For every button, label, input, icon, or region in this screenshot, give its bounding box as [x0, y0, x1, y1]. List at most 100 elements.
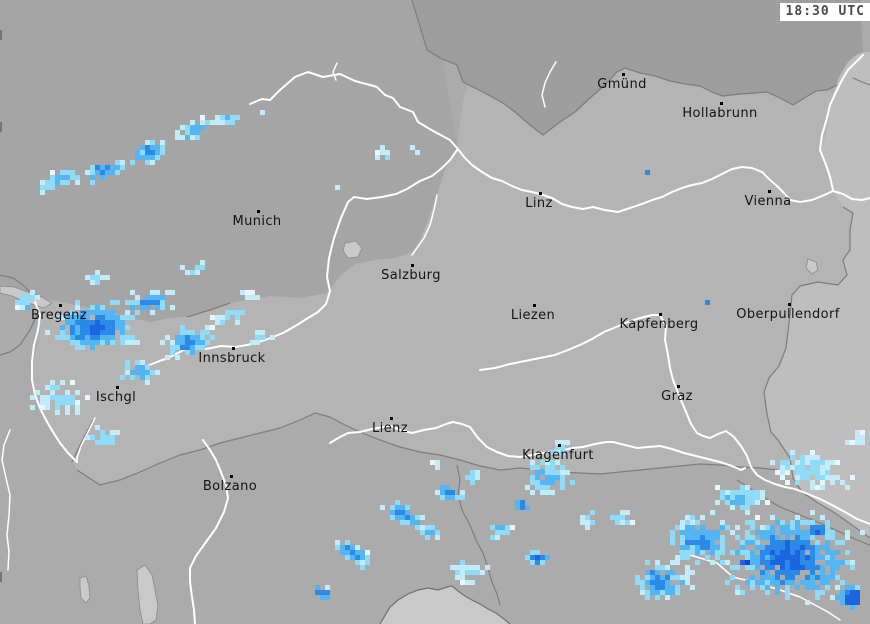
- radar-cell: [460, 490, 465, 495]
- radar-cell: [120, 375, 125, 380]
- radar-cell: [415, 150, 420, 155]
- radar-cell: [825, 550, 830, 555]
- radar-cell: [795, 460, 800, 465]
- radar-cell: [785, 460, 790, 465]
- radar-cell: [130, 340, 135, 345]
- radar-cell: [205, 340, 210, 345]
- radar-cell: [150, 370, 155, 375]
- radar-cell: [685, 545, 690, 550]
- radar-cell: [830, 555, 835, 560]
- radar-cell: [825, 460, 830, 465]
- radar-cell: [565, 440, 570, 445]
- radar-cell: [770, 560, 775, 565]
- radar-cell: [75, 405, 80, 410]
- radar-cell: [530, 475, 535, 480]
- radar-cell: [260, 330, 265, 335]
- radar-cell: [730, 490, 735, 495]
- radar-cell: [810, 520, 815, 525]
- radar-cell: [140, 155, 145, 160]
- radar-cell: [105, 310, 110, 315]
- radar-cell: [140, 370, 145, 375]
- radar-cell: [115, 325, 120, 330]
- radar-cell: [775, 555, 780, 560]
- radar-cell: [695, 530, 700, 535]
- radar-cell: [190, 270, 195, 275]
- radar-cell: [475, 475, 480, 480]
- lake-small: [79, 575, 91, 604]
- radar-cell: [335, 540, 340, 545]
- radar-cell: [855, 600, 860, 605]
- radar-cell: [535, 550, 540, 555]
- radar-cell: [160, 145, 165, 150]
- radar-cell: [475, 570, 480, 575]
- radar-cell: [455, 570, 460, 575]
- radar-cell: [195, 270, 200, 275]
- radar-cell: [95, 305, 100, 310]
- radar-cell: [250, 295, 255, 300]
- river-adige: [189, 439, 229, 624]
- radar-cell: [820, 460, 825, 465]
- river-salzach: [411, 194, 438, 256]
- radar-cell: [445, 490, 450, 495]
- radar-cell: [200, 330, 205, 335]
- radar-cell: [345, 540, 350, 545]
- adriatic-sea: [380, 586, 510, 624]
- radar-cell: [85, 340, 90, 345]
- radar-cell: [810, 555, 815, 560]
- radar-cell: [830, 560, 835, 565]
- radar-cell: [390, 515, 395, 520]
- radar-cell: [780, 475, 785, 480]
- radar-cell: [425, 535, 430, 540]
- radar-cell: [675, 555, 680, 560]
- radar-cell: [655, 585, 660, 590]
- radar-cell: [835, 595, 840, 600]
- radar-cell: [760, 495, 765, 500]
- radar-cell: [680, 555, 685, 560]
- radar-cell: [730, 500, 735, 505]
- radar-cell: [455, 575, 460, 580]
- radar-cell: [185, 135, 190, 140]
- radar-cell: [215, 320, 220, 325]
- radar-cell: [775, 585, 780, 590]
- radar-cell: [415, 525, 420, 530]
- radar-cell: [735, 500, 740, 505]
- radar-cell: [150, 140, 155, 145]
- radar-cell: [335, 545, 340, 550]
- radar-cell: [475, 470, 480, 475]
- radar-cell: [495, 525, 500, 530]
- radar-cell: [735, 535, 740, 540]
- radar-cell: [745, 550, 750, 555]
- radar-cell: [70, 380, 75, 385]
- radar-cell: [20, 295, 25, 300]
- radar-cell: [25, 300, 30, 305]
- radar-cell: [205, 330, 210, 335]
- radar-cell: [150, 290, 155, 295]
- radar-cell: [745, 510, 750, 515]
- radar-cell: [175, 335, 180, 340]
- radar-cell: [215, 315, 220, 320]
- radar-cell: [810, 585, 815, 590]
- radar-cell: [180, 265, 185, 270]
- radar-cell: [40, 405, 45, 410]
- radar-cell: [805, 545, 810, 550]
- radar-cell: [740, 540, 745, 545]
- radar-cell: [850, 585, 855, 590]
- radar-cell: [685, 575, 690, 580]
- radar-cell: [680, 550, 685, 555]
- radar-cell: [515, 500, 520, 505]
- radar-cell: [660, 565, 665, 570]
- radar-cell: [235, 315, 240, 320]
- radar-cell: [405, 510, 410, 515]
- radar-cell: [775, 560, 780, 565]
- coastline: [379, 585, 511, 624]
- radar-cell: [760, 535, 765, 540]
- radar-cell: [840, 540, 845, 545]
- radar-cell: [745, 540, 750, 545]
- radar-cell: [155, 300, 160, 305]
- radar-cell: [760, 575, 765, 580]
- radar-cell: [820, 470, 825, 475]
- radar-cell: [765, 550, 770, 555]
- radar-cell: [655, 560, 660, 565]
- radar-cell: [85, 320, 90, 325]
